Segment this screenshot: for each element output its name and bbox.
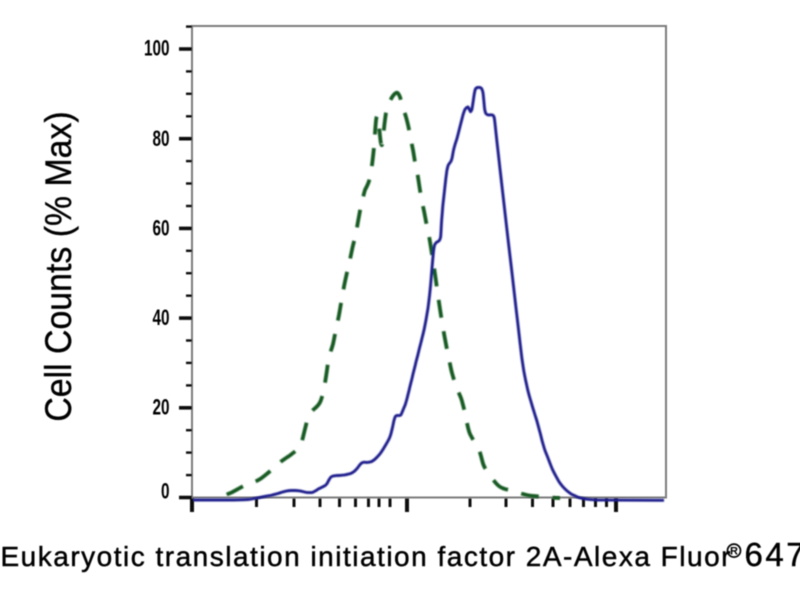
svg-text:R: R	[730, 546, 738, 558]
svg-text:100: 100	[144, 37, 170, 62]
svg-text:647: 647	[745, 536, 800, 573]
svg-text:0: 0	[161, 480, 170, 505]
svg-text:20: 20	[152, 396, 169, 421]
svg-text:Eukaryotic translation initiat: Eukaryotic translation initiation factor…	[1, 541, 732, 572]
svg-text:Cell Counts (% Max): Cell Counts (% Max)	[38, 111, 80, 421]
svg-text:60: 60	[152, 217, 169, 242]
svg-text:80: 80	[152, 127, 169, 152]
svg-text:40: 40	[152, 306, 169, 331]
